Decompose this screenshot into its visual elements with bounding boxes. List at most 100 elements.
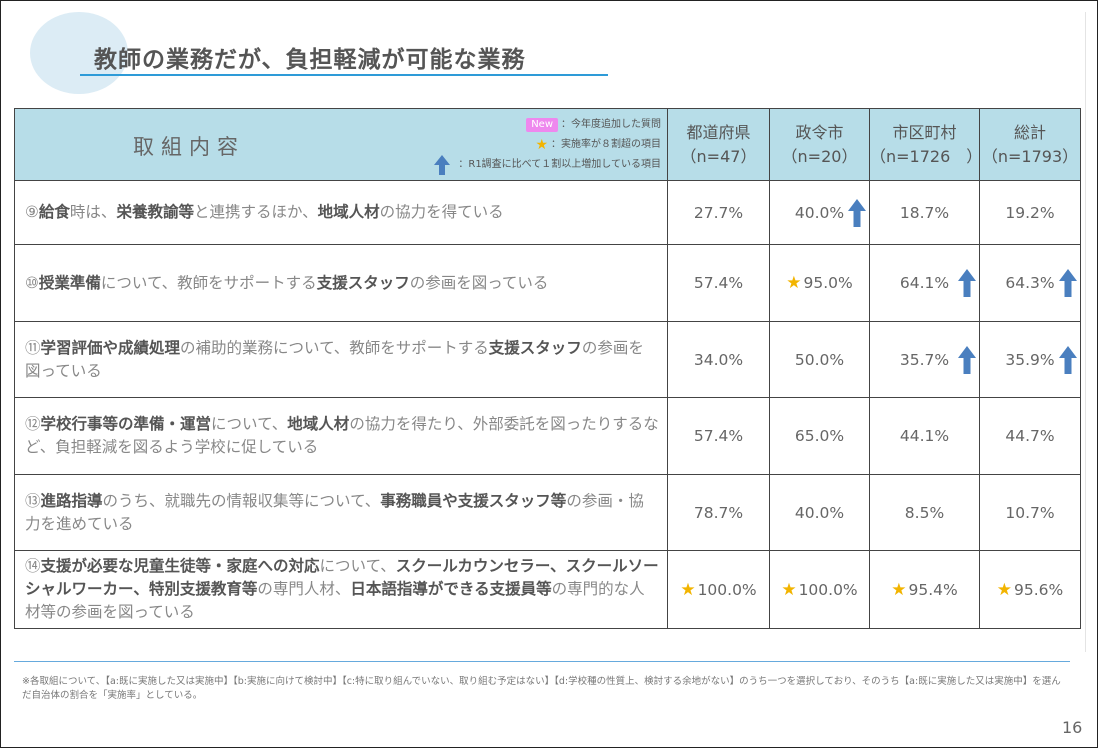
description-text: ⑪ xyxy=(25,338,41,357)
rate-value: 100.0% xyxy=(798,580,858,599)
legend: New ：今年度追加した質問 ★ ：実施率が８割超の項目 ：R1調査に比べて１割… xyxy=(433,115,661,175)
rate-value: 57.4% xyxy=(693,427,744,445)
rate-value-group: 35.7% xyxy=(900,351,949,369)
emphasis-text: 授業準備 xyxy=(38,273,101,292)
measure-description: ⑫学校行事等の準備・運営について、地域人材の協力を得たり、外部委託を図ったりする… xyxy=(14,397,668,475)
rate-value-group: 19.2% xyxy=(1005,204,1054,222)
legend-new: New ：今年度追加した質問 xyxy=(433,115,661,135)
rate-cell: 40.0% xyxy=(769,474,870,551)
emphasis-text: 栄養教諭等 xyxy=(116,203,194,221)
rate-value: 95.6% xyxy=(1014,580,1064,599)
column-header-total: 総計 （n=1793） xyxy=(979,108,1081,181)
item-header-label: 取組内容 xyxy=(133,135,245,159)
new-badge: New xyxy=(526,118,558,132)
description-text: の参画を図っている xyxy=(25,338,644,380)
description-text: の参画・協力を進めている xyxy=(25,491,644,533)
description-text: ⑨ xyxy=(25,203,39,221)
title-underline xyxy=(80,74,608,76)
rate-value-group: ★ 95.6% xyxy=(997,580,1064,600)
rate-value-group: 64.1% xyxy=(900,274,949,292)
rate-value: 19.2% xyxy=(1005,203,1055,222)
rate-cell: 34.0% xyxy=(667,321,770,398)
rate-value-group: 18.7% xyxy=(900,204,949,222)
rate-cell: ★ 95.4% xyxy=(869,550,980,629)
rate-value-group: 35.9% xyxy=(1005,351,1054,369)
rate-cell: ★ 95.6% xyxy=(979,550,1081,629)
column-name: 都道府県 xyxy=(686,122,751,142)
rate-value: 18.7% xyxy=(899,203,950,222)
measure-description: ⑨給食時は、栄養教諭等と連携するほか、地域人材の協力を得ている xyxy=(14,180,668,245)
rate-value-group: 65.0% xyxy=(795,427,844,445)
table-row: ⑫学校行事等の準備・運営について、地域人材の協力を得たり、外部委託を図ったりする… xyxy=(14,397,1081,475)
legend-arrow: ：R1調査に比べて１割以上増加している項目 xyxy=(433,155,661,175)
table-row: ⑪学習評価や成績処理の補助的業務について、教師をサポートする支援スタッフの参画を… xyxy=(14,321,1081,398)
emphasis-text: 支援スタッフ xyxy=(316,273,410,292)
up-arrow-icon xyxy=(848,198,866,227)
description-text: の協力を得ている xyxy=(379,203,504,221)
star-icon: ★ xyxy=(891,579,907,600)
table-row: ⑨給食時は、栄養教諭等と連携するほか、地域人材の協力を得ている 27.7% 40.0… xyxy=(14,180,1081,245)
measure-description: ⑭支援が必要な児童生徒等・家庭への対応について、スクールカウンセラー、スクールソ… xyxy=(14,550,668,629)
rate-value-group: 8.5% xyxy=(905,504,944,522)
up-arrow-icon xyxy=(1059,345,1077,374)
rate-value: 40.0% xyxy=(794,503,845,522)
rate-value: 44.1% xyxy=(899,427,950,445)
table-row: ⑭支援が必要な児童生徒等・家庭への対応について、スクールカウンセラー、スクールソ… xyxy=(14,550,1081,629)
description-text: ⑫ xyxy=(25,415,41,433)
table-row: ⑬進路指導のうち、就職先の情報収集等について、事務職員や支援スタッフ等の参画・協… xyxy=(14,474,1081,551)
rate-value-group: 34.0% xyxy=(694,351,743,369)
rate-value: 40.0% xyxy=(794,203,845,222)
rate-cell: 44.7% xyxy=(979,397,1081,475)
rate-cell: 78.7% xyxy=(667,474,770,551)
rate-cell: 50.0% xyxy=(769,321,870,398)
rate-value: 65.0% xyxy=(794,427,845,445)
rate-cell: 19.2% xyxy=(979,180,1081,245)
rate-value-group: 44.1% xyxy=(900,427,949,445)
item-header: 取組内容 New ：今年度追加した質問 ★ ：実施率が８割超の項目 ： xyxy=(14,108,668,181)
rate-cell: 10.7% xyxy=(979,474,1081,551)
measure-description: ⑩授業準備について、教師をサポートする支援スタッフの参画を図っている xyxy=(14,244,668,322)
emphasis-text: 進路指導 xyxy=(40,491,103,510)
rate-value: 78.7% xyxy=(693,503,744,522)
description-text: ⑭ xyxy=(25,557,41,575)
rate-cell: 57.4% xyxy=(667,397,770,475)
page-number: 16 xyxy=(1062,718,1083,737)
column-n: （n=20） xyxy=(781,146,858,166)
column-n: （n=1793） xyxy=(981,146,1079,166)
description-text: のうち、就職先の情報収集等について、 xyxy=(102,491,381,510)
emphasis-text: 支援が必要な児童生徒等・家庭への対応 xyxy=(40,557,320,575)
emphasis-text: 給食 xyxy=(38,203,70,221)
rate-cell: 40.0% xyxy=(769,180,870,245)
description-text: 時は、 xyxy=(69,203,117,221)
rate-value: 27.7% xyxy=(693,203,744,222)
description-text: ⑩ xyxy=(25,273,39,292)
rate-cell: 65.0% xyxy=(769,397,870,475)
star-icon: ★ xyxy=(786,273,802,293)
column-header-prefecture: 都道府県 （n=47） xyxy=(667,108,770,181)
rate-cell: ★ 95.0% xyxy=(769,244,870,322)
rate-value-group: 40.0% xyxy=(795,504,844,522)
column-n: （n=1726 ） xyxy=(870,146,983,166)
footer-divider xyxy=(14,661,1070,662)
rate-value: 10.7% xyxy=(1005,503,1055,522)
emphasis-text: 学校行事等の準備・運営 xyxy=(40,415,212,433)
description-text: の補助的業務について、教師をサポートする xyxy=(180,338,489,357)
rate-value-group: 57.4% xyxy=(694,427,743,445)
rate-cell: 27.7% xyxy=(667,180,770,245)
rate-value-group: 10.7% xyxy=(1005,504,1054,522)
title-decoration-circle xyxy=(30,12,128,94)
measure-description: ⑬進路指導のうち、就職先の情報収集等について、事務職員や支援スタッフ等の参画・協… xyxy=(14,474,668,551)
column-n: （n=47） xyxy=(680,146,757,166)
rate-value: 35.9% xyxy=(1005,350,1055,369)
rate-cell: 35.7% xyxy=(869,321,980,398)
rate-value: 35.7% xyxy=(899,350,950,369)
description-text: について、 xyxy=(211,415,288,433)
emphasis-text: 学習評価や成績処理 xyxy=(40,338,181,357)
rate-value: 95.4% xyxy=(908,580,958,599)
rate-cell: 35.9% xyxy=(979,321,1081,398)
emphasis-text: スクールカウンセラー、スクールソーシャルワーカー、特別支援教育等 xyxy=(25,557,659,598)
column-header-municipality: 市区町村 （n=1726 ） xyxy=(869,108,983,181)
emphasis-text: 事務職員や支援スタッフ等 xyxy=(380,491,567,510)
description-text: について、教師をサポートする xyxy=(100,273,317,292)
star-icon: ★ xyxy=(680,579,696,600)
